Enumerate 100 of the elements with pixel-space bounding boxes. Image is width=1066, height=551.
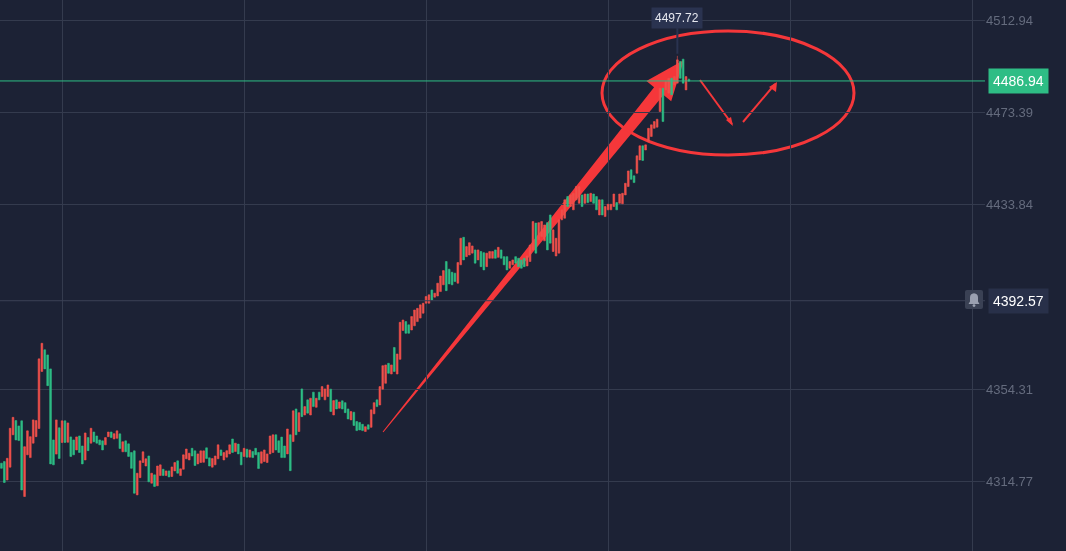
candlestick: [309, 397, 312, 416]
candlestick: [193, 450, 197, 466]
candlestick: [664, 81, 667, 91]
y-tick-label: 4314.77: [986, 474, 1033, 490]
candlestick: [453, 272, 457, 282]
candlestick: [60, 420, 64, 443]
candlestick: [471, 245, 474, 254]
candlestick: [450, 271, 454, 286]
candlestick: [505, 256, 509, 271]
candlestick: [110, 431, 113, 438]
candlestick: [404, 321, 407, 334]
candlestick: [491, 251, 494, 259]
candlestick: [586, 193, 589, 203]
candlestick: [211, 458, 214, 468]
candlestick: [580, 194, 584, 207]
candlestick: [118, 433, 122, 449]
candlestick: [234, 442, 237, 452]
candlestick: [358, 422, 361, 431]
candlestick: [508, 261, 511, 269]
y-tick-label: 4354.31: [986, 382, 1033, 398]
candlestick: [603, 206, 607, 217]
candlestick: [332, 400, 335, 416]
candlestick: [112, 433, 116, 440]
candlestick: [245, 448, 249, 458]
candlestick: [517, 257, 520, 267]
candlestick: [497, 247, 500, 258]
candlestick: [95, 435, 98, 444]
candlestick: [263, 449, 266, 462]
candlestick: [170, 466, 174, 477]
ref-line-label: 4486.94: [993, 73, 1044, 89]
candlestick: [482, 252, 485, 271]
candlestick: [121, 441, 124, 453]
candlestick: [612, 193, 615, 207]
y-tick-label: 4512.94: [986, 12, 1033, 28]
candlestick: [306, 399, 309, 414]
candlestick: [641, 145, 644, 161]
candlestick: [661, 87, 665, 122]
candlestick: [271, 434, 275, 453]
candlestick: [569, 194, 572, 207]
candlestick: [326, 384, 330, 397]
candlestick: [445, 261, 448, 291]
candlestick: [162, 468, 165, 476]
candlestick: [543, 224, 546, 242]
candlestick: [242, 448, 246, 457]
candlestick: [153, 474, 156, 487]
candlestick: [419, 304, 422, 319]
candlestick: [341, 400, 344, 410]
candlestick: [416, 308, 419, 322]
candlestick: [540, 221, 543, 237]
candlestick: [427, 294, 431, 304]
candlestick: [58, 427, 61, 459]
candlestick: [361, 424, 364, 431]
candlestick: [647, 128, 650, 142]
candlestick: [367, 424, 370, 430]
candlestick: [147, 455, 150, 483]
candlestick: [566, 196, 569, 207]
candlestick: [563, 199, 566, 219]
candlestick: [474, 249, 477, 264]
candlestick: [413, 309, 416, 327]
candlestick: [3, 461, 6, 483]
candlestick: [167, 470, 171, 478]
ref-line-label: 4392.57: [993, 293, 1044, 309]
candlestick: [257, 452, 260, 469]
candlestick: [251, 451, 254, 458]
candlestick: [150, 472, 153, 484]
candlestick: [618, 193, 621, 204]
candlestick: [320, 386, 324, 397]
candlestick: [335, 399, 338, 410]
candlestick: [176, 460, 179, 474]
candlestick: [676, 55, 679, 84]
candlestick: [63, 420, 67, 443]
candlestick: [289, 434, 292, 471]
candlestick: [485, 252, 488, 267]
candlestick: [101, 440, 104, 451]
candlestick: [468, 242, 471, 256]
candlestick: [199, 450, 202, 463]
candlestick: [523, 257, 526, 267]
candlestick: [69, 436, 72, 457]
y-tick-label: 4433.84: [986, 197, 1033, 213]
candlestick: [629, 169, 633, 180]
candlestick: [583, 193, 587, 204]
candlestick: [387, 363, 390, 374]
candlestick: [196, 453, 200, 465]
candlestick: [107, 431, 110, 437]
candlestick: [164, 470, 168, 476]
candlestick: [75, 436, 78, 451]
candlestick: [479, 251, 483, 267]
candlestick: [476, 249, 480, 261]
candlestick: [20, 420, 23, 491]
candlestick: [407, 324, 410, 334]
candlestick: [494, 249, 497, 259]
candlestick: [644, 144, 647, 151]
y-tick-label: 4473.39: [986, 105, 1033, 121]
candlestick: [84, 432, 87, 461]
candlestick: [294, 408, 298, 436]
candlestick: [364, 426, 367, 432]
candlestick: [318, 391, 321, 401]
candlestick: [55, 419, 58, 455]
candlestick: [393, 347, 396, 372]
candlestick: [349, 411, 353, 421]
